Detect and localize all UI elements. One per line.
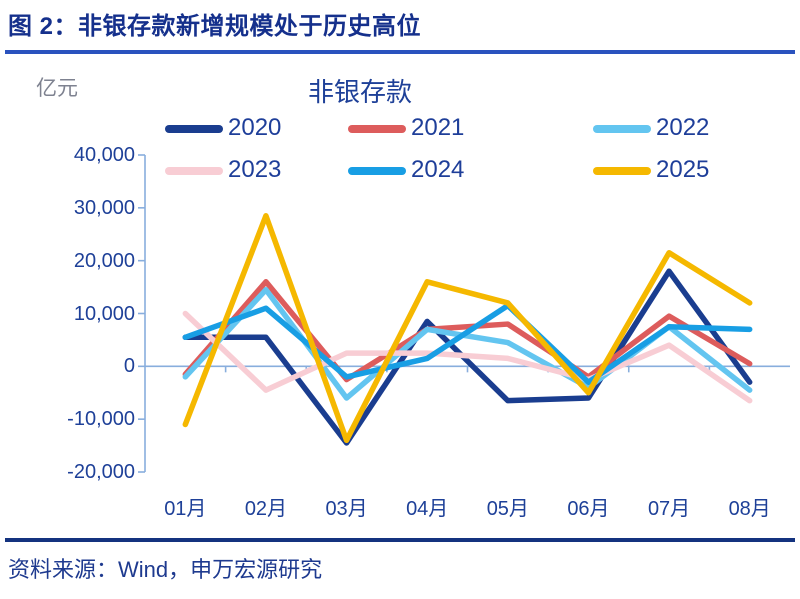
title-underline-rule: [5, 50, 795, 54]
bottom-separator-rule: [5, 538, 795, 542]
x-tick-label: 04月: [406, 498, 449, 520]
legend-swatch-2023: [165, 167, 223, 175]
figure-title: 图 2：非银存款新增规模处于历史高位: [8, 13, 422, 40]
series-line-2024: [182, 302, 753, 385]
legend-swatch-2024: [348, 167, 406, 175]
x-tick-label: 07月: [647, 498, 691, 520]
y-tick-label: 0: [123, 355, 135, 378]
chart-title: 非银存款: [307, 77, 412, 107]
x-tick-label: 01月: [164, 498, 207, 520]
series-line-2025: [182, 213, 753, 444]
x-tick-label: 06月: [567, 498, 610, 520]
legend-label-2024: 2024: [411, 156, 465, 183]
y-axis-unit-label: 亿元: [36, 77, 78, 100]
series-line-2023: [182, 310, 753, 404]
y-tick-label: 30,000: [73, 196, 135, 219]
chart-legend: 2020 2021 2022 2023 2024 2025: [0, 0, 800, 200]
legend-label-2021: 2021: [411, 114, 465, 141]
legend-swatch-2022: [593, 125, 651, 133]
x-tick-label: 03月: [325, 498, 368, 520]
x-tick-label: 05月: [486, 498, 529, 520]
legend-label-2022: 2022: [656, 114, 710, 141]
x-tick-label: 08月: [728, 498, 771, 520]
y-tick-label: 40,000: [73, 144, 135, 166]
legend-label-2025: 2025: [656, 156, 710, 183]
series-line-2020: [182, 268, 753, 446]
y-tick-label: -10,000: [67, 408, 135, 431]
y-tick-label: 10,000: [73, 302, 135, 325]
legend-swatch-2025: [593, 167, 651, 175]
x-tick-label: 02月: [244, 498, 288, 520]
y-tick-label: 20,000: [73, 249, 135, 272]
source-attribution: 资料来源：Wind，申万宏源研究: [8, 557, 323, 582]
legend-label-2020: 2020: [228, 114, 282, 141]
legend-label-2023: 2023: [228, 156, 282, 183]
series-line-2021: [182, 279, 753, 383]
y-tick-label: -20,000: [67, 461, 135, 483]
legend-swatch-2020: [165, 125, 223, 133]
legend-swatch-2021: [348, 125, 406, 133]
